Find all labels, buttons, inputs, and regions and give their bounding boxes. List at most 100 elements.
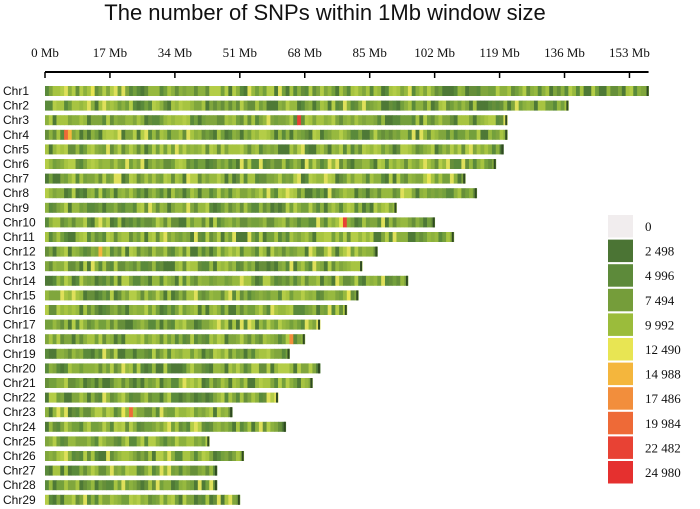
snp-window bbox=[71, 86, 76, 96]
snp-window bbox=[171, 436, 176, 447]
snp-window bbox=[75, 86, 80, 96]
snp-window bbox=[213, 494, 218, 505]
snp-window bbox=[216, 421, 222, 432]
snp-window bbox=[197, 217, 203, 228]
snp-window bbox=[159, 202, 164, 213]
snp-window bbox=[125, 451, 130, 461]
snp-window bbox=[182, 480, 187, 491]
snp-window bbox=[132, 363, 138, 374]
snp-window bbox=[438, 129, 443, 140]
snp-window bbox=[377, 275, 382, 286]
snp-window bbox=[132, 173, 138, 184]
snp-window bbox=[45, 290, 50, 301]
snp-window bbox=[511, 86, 516, 96]
snp-window bbox=[316, 144, 321, 155]
snp-window bbox=[346, 246, 351, 257]
snp-window bbox=[109, 451, 115, 461]
snp-window bbox=[144, 173, 149, 184]
snp-window bbox=[396, 144, 401, 155]
snp-window bbox=[48, 334, 54, 345]
snp-window bbox=[167, 261, 172, 272]
snp-window bbox=[174, 202, 180, 213]
snp-window bbox=[113, 159, 118, 169]
snp-window bbox=[419, 86, 424, 96]
snp-window bbox=[155, 480, 160, 491]
snp-window bbox=[247, 217, 252, 228]
snp-window bbox=[232, 494, 237, 505]
snp-window bbox=[316, 129, 321, 140]
snp-window bbox=[384, 232, 390, 242]
legend-swatch bbox=[608, 387, 633, 410]
snp-window bbox=[75, 363, 80, 374]
snp-window bbox=[331, 173, 336, 184]
snp-window bbox=[239, 144, 245, 155]
snp-window bbox=[197, 115, 203, 126]
snp-window bbox=[193, 305, 199, 315]
snp-window bbox=[258, 159, 264, 169]
snp-window bbox=[346, 275, 351, 286]
snp-window bbox=[48, 407, 54, 418]
snp-window bbox=[365, 275, 371, 286]
snp-window bbox=[136, 363, 141, 374]
snp-window bbox=[174, 319, 180, 330]
snp-window bbox=[228, 290, 233, 301]
snp-window bbox=[457, 86, 462, 96]
snp-window bbox=[384, 188, 390, 199]
snp-window bbox=[491, 144, 497, 155]
snp-window bbox=[255, 363, 260, 374]
snp-window bbox=[117, 436, 122, 447]
snp-window bbox=[140, 494, 145, 505]
snp-window bbox=[186, 305, 191, 315]
snp-window bbox=[151, 451, 157, 461]
snp-window bbox=[316, 188, 321, 199]
snp-window bbox=[427, 188, 432, 199]
snp-window bbox=[323, 246, 329, 257]
snp-window bbox=[243, 129, 248, 140]
snp-window bbox=[193, 392, 199, 403]
snp-window bbox=[197, 144, 203, 155]
snp-window bbox=[186, 290, 191, 301]
snp-window bbox=[163, 465, 168, 476]
snp-window bbox=[125, 378, 130, 388]
snp-window bbox=[151, 305, 157, 315]
snp-window bbox=[45, 465, 50, 476]
snp-window bbox=[323, 129, 329, 140]
snp-window bbox=[64, 261, 69, 272]
snp-window bbox=[140, 100, 145, 111]
snp-window bbox=[320, 188, 325, 199]
snp-window bbox=[388, 188, 394, 199]
snp-window bbox=[495, 86, 500, 96]
snp-window bbox=[155, 144, 160, 155]
snp-window bbox=[598, 86, 604, 96]
snp-window bbox=[384, 275, 390, 286]
snp-window bbox=[297, 202, 302, 213]
snp-window bbox=[151, 363, 157, 374]
snp-window bbox=[151, 86, 157, 96]
snp-window bbox=[278, 290, 283, 301]
snp-window bbox=[362, 159, 367, 169]
snp-window bbox=[300, 217, 306, 228]
snp-window bbox=[98, 173, 103, 184]
snp-window bbox=[255, 232, 260, 242]
snp-window bbox=[216, 202, 222, 213]
snp-window bbox=[159, 246, 164, 257]
snp-window bbox=[102, 275, 107, 286]
snp-window bbox=[98, 348, 103, 359]
snp-window bbox=[373, 129, 378, 140]
snp-window bbox=[243, 348, 248, 359]
snp-window bbox=[167, 407, 172, 418]
snp-window bbox=[213, 115, 218, 126]
snp-window bbox=[87, 290, 92, 301]
snp-window bbox=[446, 159, 451, 169]
snp-window bbox=[129, 246, 134, 257]
snp-window bbox=[148, 421, 153, 432]
snp-window bbox=[83, 421, 88, 432]
snp-window bbox=[274, 159, 279, 169]
snp-window bbox=[171, 261, 176, 272]
snp-window bbox=[64, 202, 69, 213]
snp-window bbox=[224, 129, 229, 140]
snp-window bbox=[274, 129, 279, 140]
snp-window bbox=[281, 334, 287, 345]
snp-window bbox=[220, 378, 225, 388]
snp-window bbox=[308, 115, 313, 126]
